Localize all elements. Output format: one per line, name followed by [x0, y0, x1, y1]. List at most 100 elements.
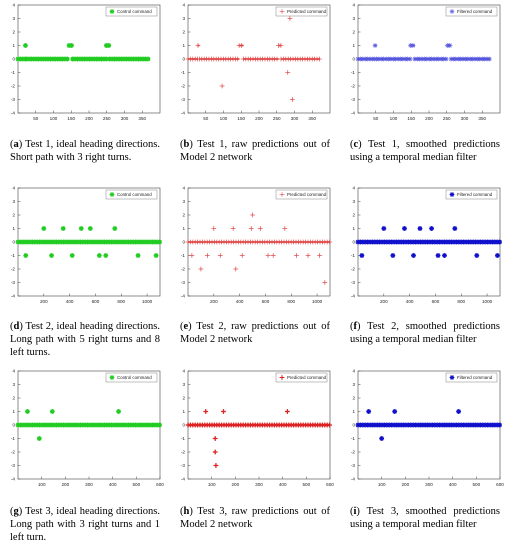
data-point [497, 422, 502, 428]
y-tick-label: -4 [351, 477, 356, 482]
x-tick-label: 400 [279, 482, 287, 487]
data-point [60, 226, 66, 231]
x-tick-label: 300 [425, 482, 433, 487]
data-point [217, 253, 223, 258]
y-tick-label: 2 [352, 396, 355, 401]
data-point [78, 226, 84, 231]
x-tick-label: 200 [61, 482, 69, 487]
x-tick-label: 400 [236, 299, 244, 304]
legend-box [445, 372, 498, 383]
x-tick-label: 800 [117, 299, 125, 304]
data-markers [15, 226, 162, 258]
x-tick-label: 1000 [142, 299, 153, 304]
y-tick-label: 4 [352, 369, 355, 374]
legend-label: Control command [117, 375, 152, 380]
y-tick-label: 4 [352, 186, 355, 191]
data-point [233, 266, 239, 272]
y-tick-label: 4 [182, 369, 185, 374]
data-point [195, 43, 201, 48]
y-tick-label: 3 [12, 199, 15, 204]
y-tick-label: 1 [12, 226, 15, 231]
scatter-chart-h: -4 -3 -2 -1 0 1 2 3 4 100 200 300 400 500 600 Predicted… [181, 369, 334, 487]
data-point [270, 253, 276, 258]
y-tick-label: -3 [11, 463, 16, 468]
data-point [410, 43, 416, 48]
y-tick-label: -2 [351, 267, 356, 272]
data-point [497, 239, 502, 245]
data-point [366, 409, 372, 414]
legend-marker [279, 375, 285, 380]
x-tick-label: 400 [109, 482, 117, 487]
y-tick-label: 1 [352, 409, 355, 414]
legend-label: Predicted command [287, 192, 327, 197]
y-tick-label: 4 [182, 3, 185, 8]
x-tick-label: 50 [33, 116, 39, 121]
data-point [407, 56, 413, 62]
legend: Filtered command [445, 372, 498, 383]
legend-label: Filtered command [457, 192, 493, 197]
data-point [317, 253, 323, 258]
x-tick-label: 1000 [482, 299, 493, 304]
y-tick-label: -2 [11, 267, 16, 272]
y-tick-label: -2 [181, 84, 186, 89]
y-tick-label: 2 [352, 30, 355, 35]
data-point [212, 436, 218, 441]
y-tick-label: 0 [182, 57, 185, 62]
data-point [402, 226, 407, 231]
chart-panel-a: -4 -3 -2 -1 0 1 2 3 4 50 100 150 200 250 300 350 Control… [6, 2, 166, 127]
y-tick-label: -3 [181, 97, 186, 102]
caption-e: (e) Test 2, raw predictions out of Model… [180, 321, 331, 345]
data-point [69, 253, 75, 258]
legend-marker [279, 192, 285, 197]
data-point [203, 409, 209, 414]
x-tick-label: 200 [210, 299, 218, 304]
data-markers [185, 16, 322, 102]
x-tick-label: 50 [373, 116, 379, 121]
x-tick-label: 100 [38, 482, 46, 487]
y-tick-label: 1 [182, 43, 185, 48]
data-point [230, 226, 236, 231]
y-tick-label: 2 [182, 213, 185, 218]
y-tick-label: -4 [11, 477, 16, 482]
y-tick-label: -3 [351, 280, 356, 285]
y-tick-label: 1 [182, 226, 185, 231]
x-tick-label: 150 [407, 116, 415, 121]
y-tick-label: 4 [12, 3, 15, 8]
data-point [157, 422, 162, 428]
x-tick-label: 250 [273, 116, 281, 121]
data-point [103, 253, 109, 258]
data-point [452, 226, 458, 231]
data-point [429, 226, 434, 231]
data-point [411, 253, 416, 258]
y-tick-label: -3 [351, 463, 356, 468]
x-tick-label: 200 [231, 482, 239, 487]
legend-box [275, 372, 328, 383]
data-point [23, 43, 28, 48]
y-tick-label: -4 [11, 294, 16, 299]
legend: Control command [105, 189, 158, 200]
y-tick-label: 3 [182, 199, 185, 204]
data-point [285, 409, 290, 414]
legend-box [275, 6, 328, 17]
data-point [69, 43, 74, 48]
x-tick-label: 300 [85, 482, 93, 487]
data-markers [15, 43, 151, 62]
legend-box [445, 189, 498, 200]
chart-panel-h: -4 -3 -2 -1 0 1 2 3 4 100 200 300 400 500 600 Predicted… [176, 368, 336, 493]
data-point [327, 239, 332, 245]
y-tick-label: 0 [182, 423, 185, 428]
chart-panel-f: -4 -3 -2 -1 0 1 2 3 4 200 400 600 800 1000 Filtered co… [346, 185, 506, 310]
x-tick-label: 400 [449, 482, 457, 487]
data-point [495, 253, 500, 258]
chart-panel-b: -4 -3 -2 -1 0 1 2 3 4 50 100 150 200 250 300 350 Predict… [176, 2, 336, 127]
data-point [23, 253, 29, 258]
data-point [474, 253, 480, 258]
chart-panel-c: -4 -3 -2 -1 0 1 2 3 4 50 100 150 200 250 300 350 Filtere… [346, 2, 506, 127]
y-tick-label: 0 [352, 57, 355, 62]
y-tick-label: 3 [352, 16, 355, 21]
data-point [153, 253, 159, 258]
chart-panel-e: -4 -3 -2 -1 0 1 2 3 4 200 400 600 800 1000 Predicted c… [176, 185, 336, 310]
data-point [359, 253, 365, 258]
x-tick-label: 600 [92, 299, 100, 304]
y-tick-label: 3 [182, 382, 185, 387]
